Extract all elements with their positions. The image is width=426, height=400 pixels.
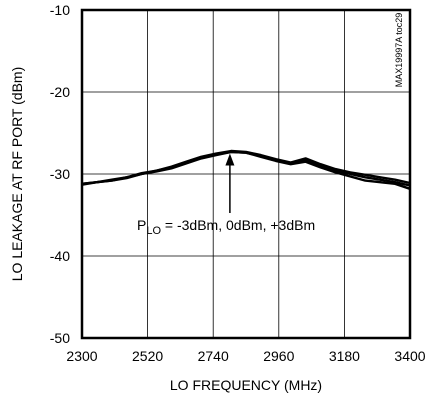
plot-frame bbox=[80, 8, 412, 340]
x-tick-label: 2740 bbox=[198, 348, 229, 364]
chart-id-note: MAX19997A toc29 bbox=[394, 13, 404, 88]
x-tick-labels: 2300 2520 2740 2960 3180 3400 bbox=[66, 348, 425, 364]
y-tick-label: -20 bbox=[50, 84, 70, 100]
series-layer bbox=[81, 149, 411, 190]
y-tick-label: -50 bbox=[50, 330, 70, 346]
y-tick-labels: -50 -40 -30 -20 -10 bbox=[50, 2, 70, 346]
x-tick-label: 3180 bbox=[329, 348, 360, 364]
annotation-prefix: P bbox=[137, 217, 146, 233]
x-tick-label: 2300 bbox=[66, 348, 97, 364]
x-tick-label: 2960 bbox=[263, 348, 294, 364]
annotation: PLO = -3dBm, 0dBm, +3dBm bbox=[137, 153, 315, 237]
x-tick-label: 3400 bbox=[394, 348, 425, 364]
y-tick-label: -40 bbox=[50, 248, 70, 264]
x-axis-title: LO FREQUENCY (MHz) bbox=[170, 377, 322, 393]
series-line-3 bbox=[81, 149, 411, 185]
annotation-suffix: = -3dBm, 0dBm, +3dBm bbox=[161, 217, 315, 233]
x-tick-label: 2520 bbox=[132, 348, 163, 364]
y-axis-title: LO LEAKAGE AT RF PORT (dBm) bbox=[9, 67, 25, 281]
annotation-label: PLO = -3dBm, 0dBm, +3dBm bbox=[137, 217, 315, 237]
annotation-subscript: LO bbox=[146, 225, 161, 237]
annotation-arrow-head bbox=[225, 153, 235, 166]
y-tick-label: -30 bbox=[50, 166, 70, 182]
y-tick-label: -10 bbox=[50, 2, 70, 18]
